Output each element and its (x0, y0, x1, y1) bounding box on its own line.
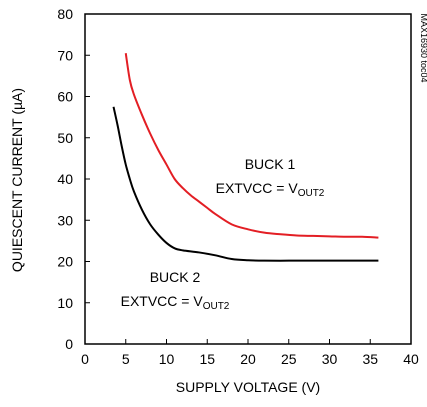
buck2-label-prefix: EXTVCC = V (121, 293, 204, 309)
x-tick-label: 0 (81, 351, 89, 367)
plot-frame (84, 13, 412, 345)
x-tick-label: 10 (159, 351, 175, 367)
buck1-label-prefix: EXTVCC = V (216, 180, 299, 196)
y-tick-label: 20 (57, 254, 73, 270)
x-tick-label: 25 (281, 351, 297, 367)
x-tick-label: 35 (362, 351, 378, 367)
figure-code: MAX16930 toc04 (419, 13, 427, 82)
x-tick-label: 15 (199, 351, 215, 367)
buck2-label-line2: EXTVCC = VOUT2 (121, 293, 230, 312)
y-tick-label: 30 (57, 212, 73, 228)
buck2-label-line1: BUCK 2 (150, 269, 201, 285)
x-axis-label: SUPPLY VOLTAGE (V) (176, 379, 320, 395)
series-line-2 (112, 106, 379, 262)
buck1-label-subscript: OUT2 (298, 188, 325, 199)
y-tick-label: 60 (57, 89, 73, 105)
x-tick-label: 20 (240, 351, 256, 367)
buck1-label-line2: EXTVCC = VOUT2 (216, 180, 325, 199)
buck1-label-line1: BUCK 1 (245, 156, 296, 172)
ticks-layer: 0 5 10 15 20 25 30 35 40 0 10 20 30 40 50 60 70 80 (57, 6, 419, 367)
buck2-label-bg (108, 264, 253, 314)
y-tick-label: 70 (57, 47, 73, 63)
y-axis-label: QUIESCENT CURRENT (µA) (9, 88, 25, 272)
y-tick-label: 80 (57, 6, 73, 22)
x-tick-label: 5 (122, 351, 130, 367)
x-tick-label: 40 (403, 351, 419, 367)
buck2-label-subscript: OUT2 (203, 301, 230, 312)
x-tick-label: 30 (322, 351, 338, 367)
y-tick-label: 0 (65, 336, 73, 352)
y-tick-label: 10 (57, 295, 73, 311)
series-line-1 (124, 53, 379, 239)
y-tick-label: 40 (57, 171, 73, 187)
y-tick-label: 50 (57, 130, 73, 146)
buck1-label-bg (203, 150, 338, 200)
series-layer (112, 53, 379, 262)
